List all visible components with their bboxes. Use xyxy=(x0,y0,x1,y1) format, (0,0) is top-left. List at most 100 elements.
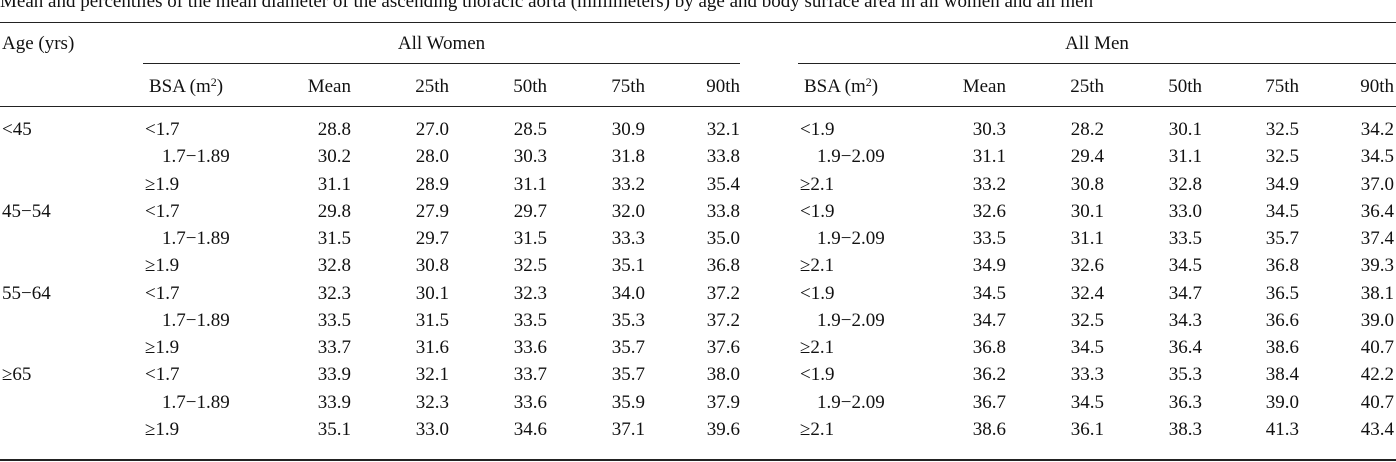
women-value-cell: 37.6 xyxy=(706,337,740,358)
men-group-rule xyxy=(798,63,1396,64)
women-value-cell: 34.0 xyxy=(611,283,645,304)
men-value-cell: 36.5 xyxy=(1265,283,1299,304)
women-value-cell: 32.1 xyxy=(415,364,449,385)
table-caption: Mean and percentiles of the mean diamete… xyxy=(0,0,1094,12)
header-men-bsa: BSA (m2) xyxy=(804,75,879,97)
men-header-p25: 25th xyxy=(1070,76,1104,97)
women-value-cell: 35.0 xyxy=(706,228,740,249)
women-value-cell: 30.2 xyxy=(317,146,351,167)
men-value-cell: 39.3 xyxy=(1360,255,1394,276)
women-value-cell: 31.5 xyxy=(513,228,547,249)
women-header-p25: 25th xyxy=(415,76,449,97)
women-value-cell: 30.1 xyxy=(415,283,449,304)
men-bsa-cell: ≥2.1 xyxy=(800,337,835,358)
women-value-cell: 33.7 xyxy=(317,337,351,358)
women-value-cell: 37.9 xyxy=(706,392,740,413)
women-value-cell: 33.0 xyxy=(415,419,449,440)
women-value-cell: 31.5 xyxy=(317,228,351,249)
women-value-cell: 30.3 xyxy=(513,146,547,167)
women-value-cell: 31.1 xyxy=(317,174,351,195)
women-value-cell: 33.8 xyxy=(706,201,740,222)
women-value-cell: 33.7 xyxy=(513,364,547,385)
men-value-cell: 34.5 xyxy=(1070,392,1104,413)
women-group-rule xyxy=(143,63,740,64)
men-value-cell: 33.3 xyxy=(1070,364,1104,385)
men-value-cell: 33.5 xyxy=(1168,228,1202,249)
men-bsa-cell: ≥2.1 xyxy=(800,419,835,440)
header-all-women: All Women xyxy=(397,33,486,54)
men-value-cell: 32.6 xyxy=(972,201,1006,222)
age-cell: 55−64 xyxy=(2,283,51,304)
men-bsa-cell: ≥2.1 xyxy=(800,174,835,195)
women-value-cell: 33.2 xyxy=(611,174,645,195)
men-value-cell: 31.1 xyxy=(1168,146,1202,167)
men-value-cell: 38.1 xyxy=(1360,283,1394,304)
men-value-cell: 30.1 xyxy=(1168,119,1202,140)
men-value-cell: 33.2 xyxy=(972,174,1006,195)
men-value-cell: 39.0 xyxy=(1360,310,1394,331)
women-bsa-cell: <1.7 xyxy=(145,201,180,222)
women-value-cell: 31.1 xyxy=(513,174,547,195)
men-value-cell: 34.7 xyxy=(972,310,1006,331)
women-header-p50: 50th xyxy=(513,76,547,97)
women-value-cell: 34.6 xyxy=(513,419,547,440)
women-value-cell: 28.0 xyxy=(415,146,449,167)
women-value-cell: 33.9 xyxy=(317,392,351,413)
women-bsa-cell: ≥1.9 xyxy=(145,174,180,195)
men-value-cell: 34.5 xyxy=(1360,146,1394,167)
women-value-cell: 32.1 xyxy=(706,119,740,140)
women-value-cell: 28.8 xyxy=(317,119,351,140)
women-value-cell: 33.6 xyxy=(513,337,547,358)
men-value-cell: 32.6 xyxy=(1070,255,1104,276)
men-header-mean: Mean xyxy=(962,76,1006,97)
women-value-cell: 35.4 xyxy=(706,174,740,195)
women-value-cell: 29.7 xyxy=(513,201,547,222)
men-value-cell: 34.3 xyxy=(1168,310,1202,331)
women-value-cell: 35.7 xyxy=(611,364,645,385)
men-bsa-cell: 1.9−2.09 xyxy=(817,392,885,413)
men-value-cell: 39.0 xyxy=(1265,392,1299,413)
women-bsa-cell: 1.7−1.89 xyxy=(162,228,230,249)
women-value-cell: 36.8 xyxy=(706,255,740,276)
women-value-cell: 28.5 xyxy=(513,119,547,140)
header-all-men: All Men xyxy=(1065,33,1129,54)
men-value-cell: 36.8 xyxy=(1265,255,1299,276)
women-value-cell: 32.5 xyxy=(513,255,547,276)
women-value-cell: 30.8 xyxy=(415,255,449,276)
men-bsa-cell: 1.9−2.09 xyxy=(817,310,885,331)
men-value-cell: 37.0 xyxy=(1360,174,1394,195)
header-rule xyxy=(0,106,1396,107)
women-bsa-cell: 1.7−1.89 xyxy=(162,392,230,413)
men-value-cell: 31.1 xyxy=(1070,228,1104,249)
header-women-bsa: BSA (m2) xyxy=(149,75,224,97)
women-bsa-cell: ≥1.9 xyxy=(145,255,180,276)
women-value-cell: 29.7 xyxy=(415,228,449,249)
men-value-cell: 34.5 xyxy=(1168,255,1202,276)
women-value-cell: 35.1 xyxy=(611,255,645,276)
women-value-cell: 33.8 xyxy=(706,146,740,167)
top-rule xyxy=(0,22,1396,23)
women-value-cell: 28.9 xyxy=(415,174,449,195)
women-value-cell: 32.3 xyxy=(415,392,449,413)
women-value-cell: 35.7 xyxy=(611,337,645,358)
women-bsa-cell: ≥1.9 xyxy=(145,337,180,358)
men-value-cell: 42.2 xyxy=(1360,364,1394,385)
men-bsa-cell: ≥2.1 xyxy=(800,255,835,276)
men-bsa-cell: 1.9−2.09 xyxy=(817,228,885,249)
men-value-cell: 36.7 xyxy=(972,392,1006,413)
men-value-cell: 30.3 xyxy=(972,119,1006,140)
men-value-cell: 29.4 xyxy=(1070,146,1104,167)
age-cell: 45−54 xyxy=(2,201,51,222)
women-header-p90: 90th xyxy=(706,76,740,97)
women-value-cell: 33.6 xyxy=(513,392,547,413)
women-bsa-cell: <1.7 xyxy=(145,283,180,304)
men-value-cell: 31.1 xyxy=(972,146,1006,167)
women-value-cell: 37.1 xyxy=(611,419,645,440)
women-value-cell: 31.6 xyxy=(415,337,449,358)
men-header-p90: 90th xyxy=(1360,76,1394,97)
women-header-p75: 75th xyxy=(611,76,645,97)
women-value-cell: 33.9 xyxy=(317,364,351,385)
men-value-cell: 30.8 xyxy=(1070,174,1104,195)
women-bsa-cell: <1.7 xyxy=(145,119,180,140)
men-value-cell: 36.3 xyxy=(1168,392,1202,413)
